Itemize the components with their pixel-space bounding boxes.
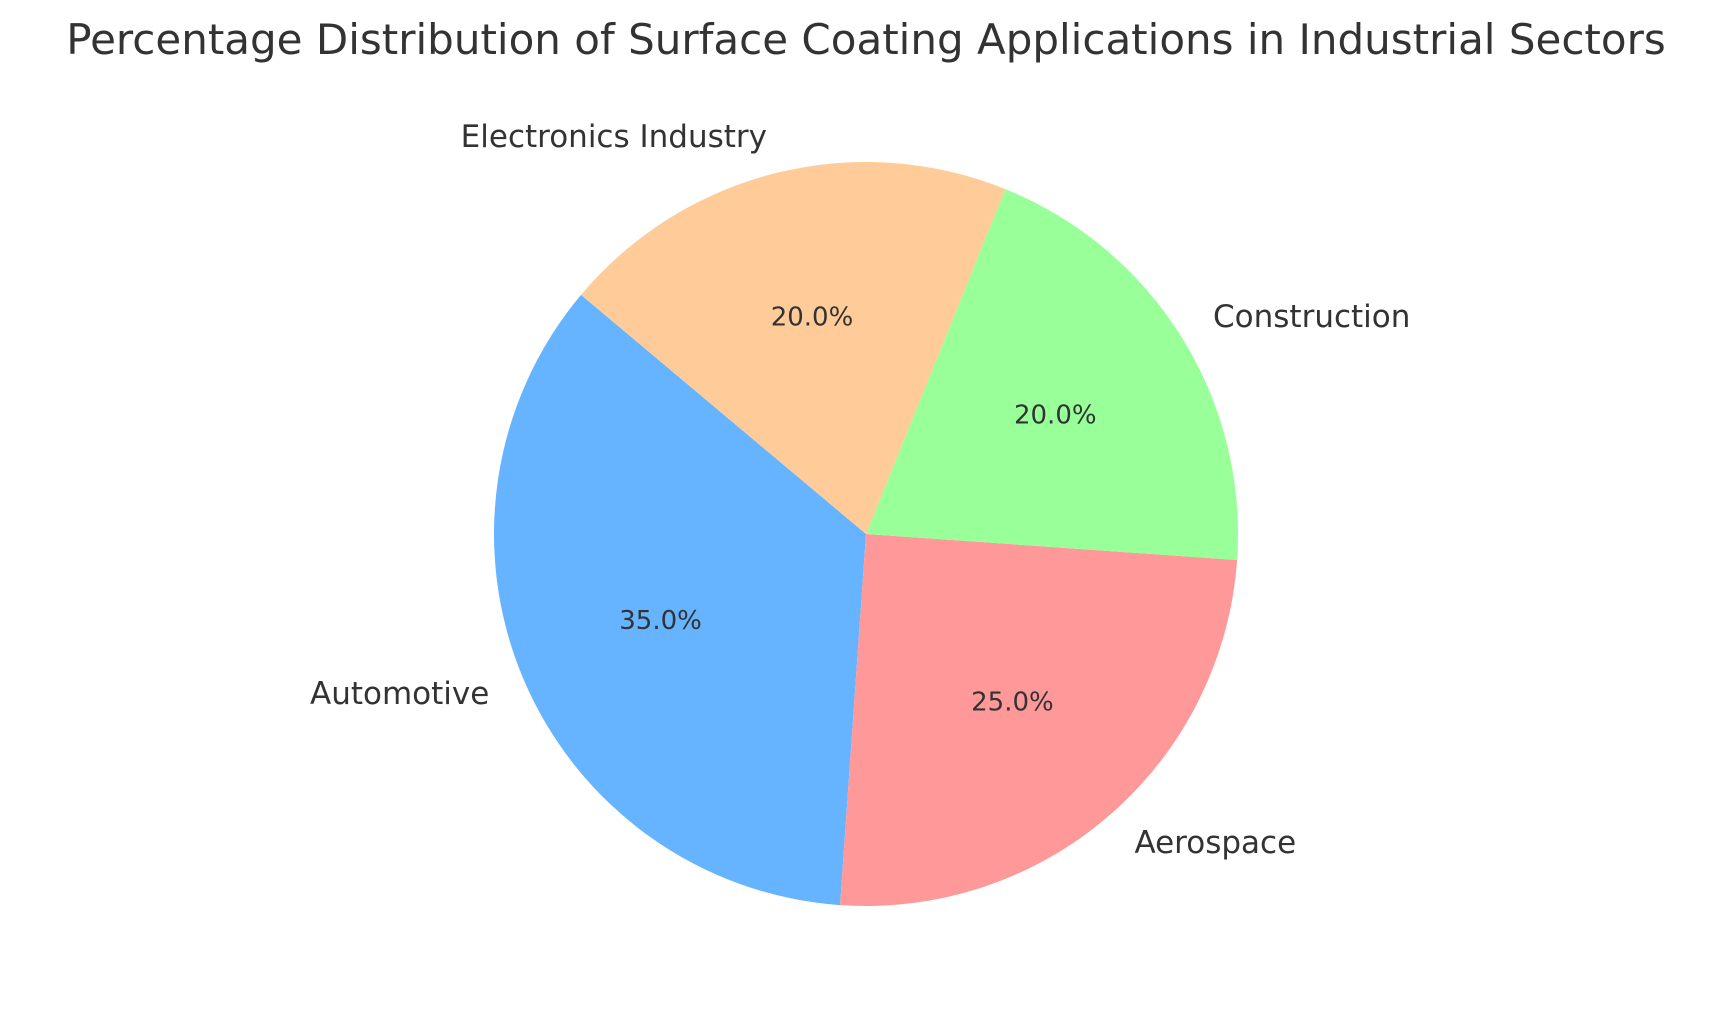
slice-percent-construction: 20.0%	[1014, 401, 1097, 431]
pie-slice-construction	[866, 189, 1238, 560]
pie-slices	[493, 162, 1238, 906]
slice-percent-automotive: 35.0%	[619, 606, 702, 636]
pie-slice-aerospace	[840, 534, 1238, 906]
slice-percent-electronics-industry: 20.0%	[771, 302, 854, 332]
pie-slice-automotive	[493, 294, 866, 906]
chart-title: Percentage Distribution of Surface Coati…	[66, 15, 1666, 64]
pie-labels: Automotive 35.0% Aerospace 25.0% Constructio…	[310, 119, 1410, 861]
slice-label-construction: Construction	[1213, 299, 1410, 335]
slice-label-electronics-industry: Electronics Industry	[461, 119, 767, 155]
pie-slice-electronics-industry	[581, 162, 1006, 534]
slice-label-aerospace: Aerospace	[1134, 825, 1296, 861]
slice-label-automotive: Automotive	[310, 676, 489, 712]
slice-percent-aerospace: 25.0%	[971, 687, 1054, 717]
